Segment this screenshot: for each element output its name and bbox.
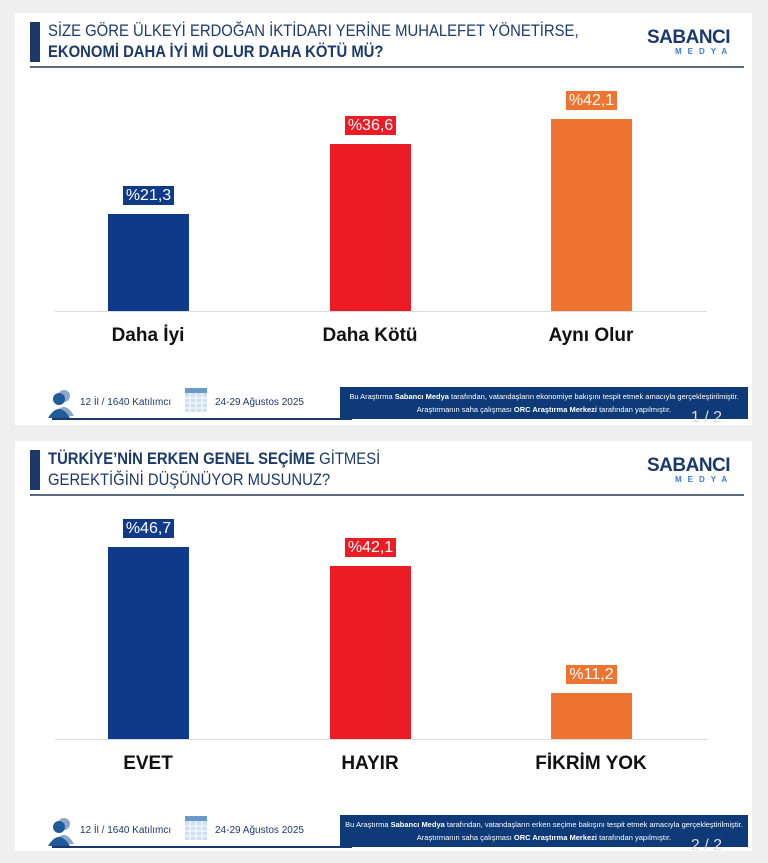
note-text: tarafından yapılmıştır. (597, 833, 672, 842)
data-label-text: %11,2 (566, 664, 617, 684)
note-text: Sabancı Medya (390, 820, 445, 829)
bar (330, 144, 411, 311)
date-range: 24-29 Ağustos 2025 (215, 397, 304, 408)
footer-line (52, 846, 352, 848)
bar (551, 692, 632, 739)
data-label: %46,7 (108, 519, 189, 538)
calendar-icon (185, 816, 207, 845)
methodology-note: Bu Araştırma Sabancı Medya tarafından, v… (340, 815, 748, 847)
methodology-note: Bu Araştırma Sabancı Medya tarafından, v… (340, 387, 748, 419)
note-text: tarafından yapılmıştır. (597, 405, 672, 414)
title-accent (30, 22, 40, 62)
baseline (55, 739, 707, 740)
category-label: FİKRİM YOK (535, 753, 647, 774)
bar-chart: %21,3 Daha İyi %36,6 Daha Kötü %42,1 Aynı Olu… (15, 73, 752, 373)
data-label-text: %36,6 (344, 116, 397, 136)
chart-panel-economy: SİZE GÖRE ÜLKEYİ ERDOĞAN İKTİDARI YERİNE… (15, 13, 752, 426)
data-label-text: %46,7 (122, 519, 175, 538)
data-label: %36,6 (330, 116, 411, 136)
header-divider (30, 494, 744, 496)
calendar-icon (185, 388, 207, 417)
category-label: Daha İyi (111, 325, 185, 346)
bar (108, 547, 189, 739)
note-text: Bu Araştırma (349, 392, 395, 401)
footer: 12 İl / 1640 Katılımcı 24-29 Ağustos 2025… (30, 812, 750, 848)
page-number: 1 / 2 (690, 409, 722, 426)
participants-text: 12 İl / 1640 Katılımcı (80, 397, 172, 408)
data-label-text: %21,3 (122, 185, 175, 205)
chart-title: SİZE GÖRE ÜLKEYİ ERDOĞAN İKTİDARI YERİNE… (48, 22, 579, 61)
data-label: %42,1 (330, 537, 411, 557)
footer: 12 İl / 1640 Katılımcı 24-29 Ağustos 2025… (30, 384, 750, 420)
date-range: 24-29 Ağustos 2025 (215, 825, 304, 836)
note-text: ORC Araştırma Merkezi (513, 405, 597, 414)
sabanci-medya-logo: SABANCI MEDYA (647, 455, 734, 484)
bar (551, 119, 632, 311)
sabanci-medya-logo: SABANCI MEDYA (647, 27, 734, 56)
note-text: Bu Araştırma (345, 820, 391, 829)
title-accent (30, 450, 40, 490)
page-number: 2 / 2 (690, 837, 722, 854)
data-label-text: %42,1 (344, 537, 397, 557)
data-label-text: %42,1 (565, 91, 618, 110)
category-label: EVET (123, 753, 173, 774)
category-label: Aynı Olur (548, 325, 634, 346)
bar-chart: %46,7 EVET %42,1 HAYIR %11,2 FİKRİM YOK (15, 501, 752, 801)
participants-icon (48, 816, 74, 851)
chart-panel-early-election: TÜRKİYE’NİN ERKEN GENEL SEÇİME GİTMESİ GE… (15, 441, 752, 854)
participants-text: 12 İl / 1640 Katılımcı (80, 825, 172, 836)
data-label: %21,3 (108, 185, 189, 205)
category-label: HAYIR (341, 753, 399, 774)
baseline (55, 311, 707, 312)
data-label: %42,1 (551, 91, 632, 110)
chart-title: TÜRKİYE’NİN ERKEN GENEL SEÇİME GİTMESİ GE… (48, 450, 381, 489)
header-divider (30, 66, 744, 68)
category-label: Daha Kötü (322, 325, 418, 346)
bar (330, 565, 411, 739)
data-label: %11,2 (551, 664, 632, 684)
note-text: Sabancı Medya (394, 392, 449, 401)
note-text: tarafından, vatandaşların ekonomiye bakı… (416, 392, 739, 414)
participants-icon (48, 388, 74, 423)
note-text: ORC Araştırma Merkezi (513, 833, 597, 842)
footer-line (52, 418, 352, 420)
bar (108, 213, 189, 311)
note-text: tarafından, vatandaşların erken seçime b… (416, 820, 743, 842)
